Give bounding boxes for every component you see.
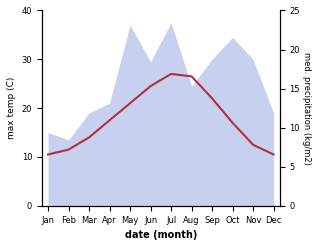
X-axis label: date (month): date (month)	[125, 230, 197, 240]
Y-axis label: max temp (C): max temp (C)	[7, 77, 16, 139]
Y-axis label: med. precipitation (kg/m2): med. precipitation (kg/m2)	[302, 52, 311, 165]
